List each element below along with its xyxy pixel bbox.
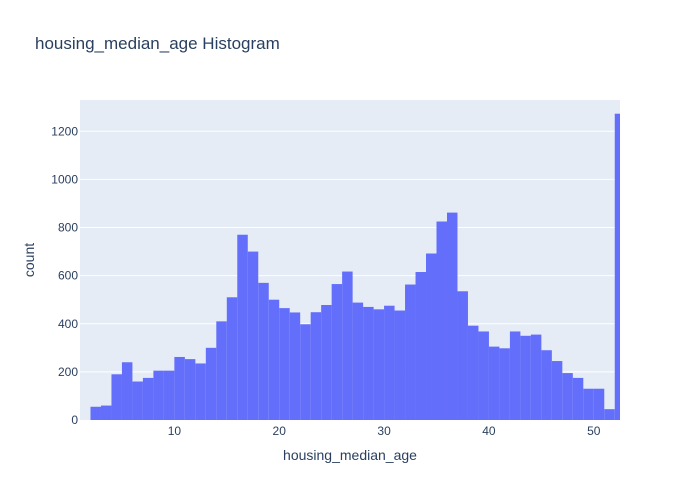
histogram-bar — [541, 350, 552, 420]
histogram-bar — [331, 284, 343, 420]
histogram-bar — [226, 297, 238, 420]
histogram-bar — [426, 253, 437, 420]
histogram-bar — [604, 409, 615, 420]
histogram-bar — [499, 348, 510, 420]
histogram-bar — [163, 370, 175, 420]
y-tick-label: 800 — [58, 221, 78, 235]
histogram-bar — [467, 325, 479, 420]
histogram-bar — [478, 331, 489, 420]
histogram-bar — [205, 347, 217, 420]
histogram-bar — [247, 251, 259, 420]
histogram-bar — [457, 291, 468, 420]
histogram-bar — [384, 305, 395, 420]
histogram-bar — [216, 321, 227, 420]
histogram-bar — [572, 377, 584, 420]
histogram-bar — [100, 405, 112, 420]
histogram-bar — [520, 335, 531, 420]
histogram-bar — [551, 361, 563, 420]
histogram-bar — [195, 363, 206, 420]
histogram-bar — [562, 373, 573, 420]
histogram-bar — [436, 221, 447, 420]
histogram-bar — [121, 362, 133, 420]
y-tick-label: 200 — [58, 365, 78, 379]
histogram-bar — [321, 304, 332, 420]
histogram-bar — [614, 113, 620, 420]
histogram-bar — [90, 406, 101, 420]
y-axis-title: count — [21, 243, 37, 277]
x-tick-label: 50 — [587, 424, 601, 438]
histogram-bar — [342, 271, 353, 420]
histogram-bars — [90, 113, 620, 420]
histogram-bar — [363, 306, 374, 420]
histogram-bar — [132, 381, 143, 420]
histogram-bar — [583, 388, 594, 420]
histogram-bar — [289, 312, 301, 420]
histogram-bar — [394, 310, 406, 420]
histogram-bar — [153, 370, 164, 420]
y-tick-label: 400 — [58, 317, 78, 331]
histogram-bar — [258, 282, 269, 420]
histogram-bar — [111, 374, 122, 420]
y-tick-label: 600 — [58, 269, 78, 283]
x-tick-label: 30 — [377, 424, 391, 438]
histogram-bar — [446, 212, 458, 420]
y-tick-label: 0 — [71, 413, 78, 427]
histogram-bar — [488, 346, 500, 420]
y-tick-label: 1000 — [51, 172, 78, 186]
histogram-bar — [373, 309, 385, 420]
histogram-bar — [174, 356, 185, 420]
histogram-bar — [352, 302, 364, 420]
histogram-bar — [300, 324, 311, 420]
histogram-bar — [237, 234, 248, 420]
histogram-bar — [310, 312, 322, 420]
x-tick-label: 40 — [482, 424, 496, 438]
chart-title: housing_median_age Histogram — [35, 34, 280, 53]
histogram-bar — [509, 331, 521, 420]
x-tick-label: 10 — [168, 424, 182, 438]
x-axis-title: housing_median_age — [283, 447, 417, 463]
histogram-bar — [593, 388, 605, 420]
histogram-bar — [142, 377, 154, 420]
histogram-bar — [405, 284, 416, 420]
y-axis-ticks: 0 200 400 600 800 1000 1200 — [51, 124, 78, 427]
histogram-bar — [530, 334, 542, 420]
histogram-bar — [415, 272, 427, 420]
x-tick-label: 20 — [273, 424, 287, 438]
x-axis-ticks: 10 20 30 40 50 — [168, 424, 601, 438]
histogram-bar — [268, 299, 280, 420]
histogram-bar — [184, 359, 196, 420]
histogram-bar — [279, 308, 290, 420]
y-tick-label: 1200 — [51, 124, 78, 138]
